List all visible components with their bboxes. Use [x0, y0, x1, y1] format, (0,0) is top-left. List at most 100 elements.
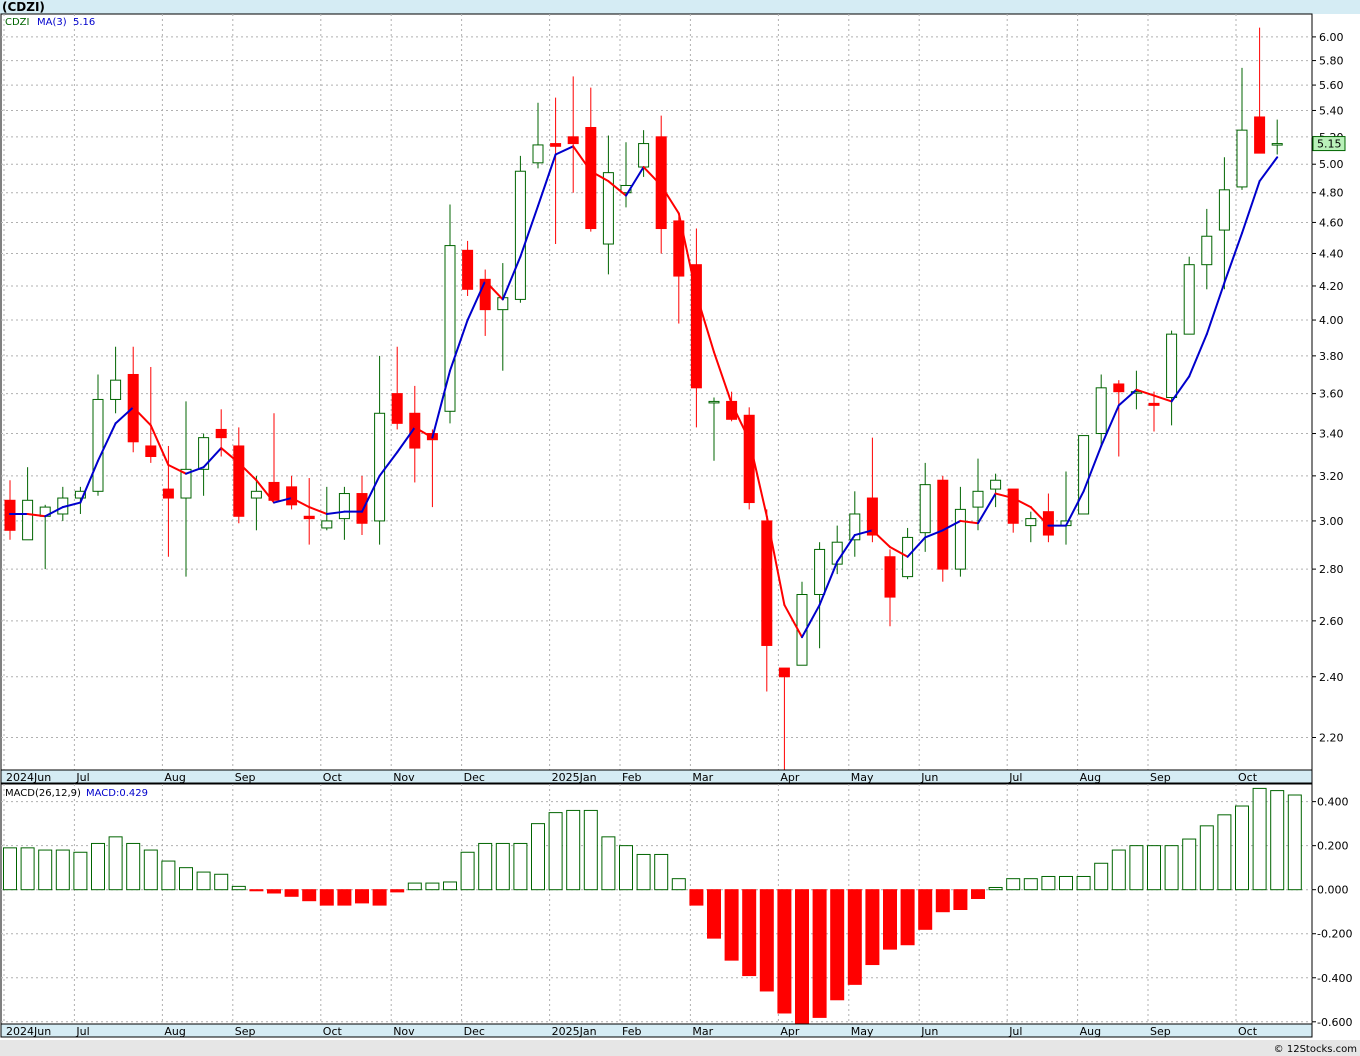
- legend-ma-label: MA(3): [37, 17, 67, 28]
- candle-body: [286, 486, 298, 506]
- month-label: Sep: [235, 771, 256, 784]
- macd-bar: [231, 885, 246, 891]
- macd-bar: [1041, 875, 1056, 891]
- macd-bar: [566, 809, 581, 891]
- macd-tick-label: -0.400: [1317, 972, 1352, 985]
- candle-body: [268, 481, 280, 501]
- ma-segment: [836, 534, 856, 563]
- candle-body: [374, 412, 386, 522]
- ma-segment: [1188, 333, 1208, 378]
- macd-tick-label: 0.400: [1317, 796, 1349, 809]
- macd-bar: [38, 849, 53, 891]
- month-labels-bottom: 2024Jun Jul Aug Sep Oct Nov Dec 2025Jan Feb Mar Ap…: [6, 1025, 1258, 1038]
- price-tick-label: 4.80: [1319, 187, 1344, 200]
- candle-body: [391, 393, 403, 424]
- macd-bar: [1023, 878, 1038, 891]
- month-label: 2025Jan: [552, 771, 597, 784]
- macd-bar: [689, 889, 704, 906]
- candle-body: [321, 520, 333, 529]
- month-label: Oct: [323, 1025, 343, 1038]
- ma-segment: [361, 474, 381, 513]
- ma-segment: [519, 204, 539, 258]
- candle-body: [1236, 129, 1248, 188]
- price-tick-label: 2.20: [1319, 732, 1344, 745]
- macd-bar: [953, 889, 968, 911]
- candle-body: [1042, 511, 1054, 536]
- ma-segment: [202, 447, 223, 469]
- macd-bar: [513, 842, 528, 891]
- candle-body: [1183, 264, 1195, 335]
- month-label: Sep: [1150, 1025, 1171, 1038]
- month-label: Jul: [75, 771, 89, 784]
- macd-bar: [1129, 845, 1144, 891]
- macd-bar: [812, 889, 827, 1018]
- ma-segment: [1135, 388, 1155, 397]
- month-label: Dec: [464, 1025, 485, 1038]
- macd-bar: [319, 889, 334, 906]
- price-tick-label: 3.00: [1319, 515, 1344, 528]
- ma-segment: [748, 438, 768, 518]
- macd-bar: [918, 889, 933, 930]
- ma-segment: [1029, 506, 1050, 527]
- candle-body: [849, 513, 861, 541]
- candle-body: [1218, 189, 1230, 231]
- macd-bar: [302, 889, 317, 902]
- ma-segment: [994, 492, 1015, 500]
- ma-segment: [308, 506, 328, 515]
- moving-average-line: [9, 145, 1279, 639]
- macd-bar: [143, 849, 158, 891]
- month-label: Oct: [323, 771, 343, 784]
- macd-bar: [883, 889, 897, 950]
- macd-bar: [531, 823, 545, 891]
- footer-bar: [0, 1040, 1360, 1056]
- price-tick-label: 4.20: [1319, 280, 1344, 293]
- candle-body: [990, 479, 1002, 490]
- price-tick-label: 3.80: [1319, 350, 1344, 363]
- macd-bar: [91, 842, 105, 891]
- ma-segment: [325, 510, 346, 515]
- candle-body: [673, 220, 685, 277]
- month-label: Jul: [1008, 771, 1022, 784]
- macd-bar: [161, 860, 176, 891]
- ma-segment: [765, 515, 786, 606]
- ma-segment: [924, 529, 944, 539]
- candle-body: [954, 508, 966, 570]
- candle-body: [110, 379, 122, 400]
- macd-bar: [337, 889, 352, 906]
- macd-bar: [355, 889, 369, 904]
- ma-segment: [537, 153, 557, 207]
- macd-grid: [1, 784, 1312, 1024]
- ma-segment: [484, 279, 504, 301]
- macd-bar: [284, 889, 299, 897]
- macd-bar: [1217, 814, 1232, 891]
- price-tick-label: 3.60: [1319, 388, 1344, 401]
- ma-segment: [466, 279, 487, 322]
- month-axis-bar-top: [0, 769, 1313, 784]
- macd-bar: [636, 853, 651, 891]
- ma-segment: [220, 447, 240, 464]
- month-label: Oct: [1238, 771, 1258, 784]
- month-labels-top: 2024Jun Jul Aug Sep Oct Nov Dec 2025Jan Feb Mar Ap…: [6, 771, 1258, 784]
- ma-segment: [114, 406, 135, 425]
- macd-bar: [73, 851, 88, 891]
- macd-bar: [601, 836, 616, 891]
- macd-bar: [671, 878, 686, 891]
- month-label: Aug: [1080, 1025, 1101, 1038]
- macd-bar: [55, 849, 70, 891]
- ma-segment: [941, 519, 962, 532]
- macd-bar: [196, 871, 211, 891]
- month-label: Mar: [692, 1025, 713, 1038]
- macd-bar: [1147, 845, 1161, 891]
- macd-bar: [900, 889, 915, 946]
- ma-segment: [44, 506, 64, 518]
- ma-segment: [396, 426, 416, 454]
- ma-segment: [1153, 394, 1173, 403]
- candle-body: [814, 548, 826, 596]
- legend-ma-value: 5.16: [73, 17, 95, 28]
- candle-body: [162, 488, 174, 499]
- macd-bar: [548, 812, 563, 891]
- legend-symbol: CDZI: [5, 17, 29, 28]
- macd-bar: [742, 889, 757, 977]
- ma-segment: [1117, 388, 1138, 407]
- price-axis: 2.20 2.40 2.60 2.80 3.00 3.20 3.40 3.60 3.80 4.00…: [1312, 31, 1344, 745]
